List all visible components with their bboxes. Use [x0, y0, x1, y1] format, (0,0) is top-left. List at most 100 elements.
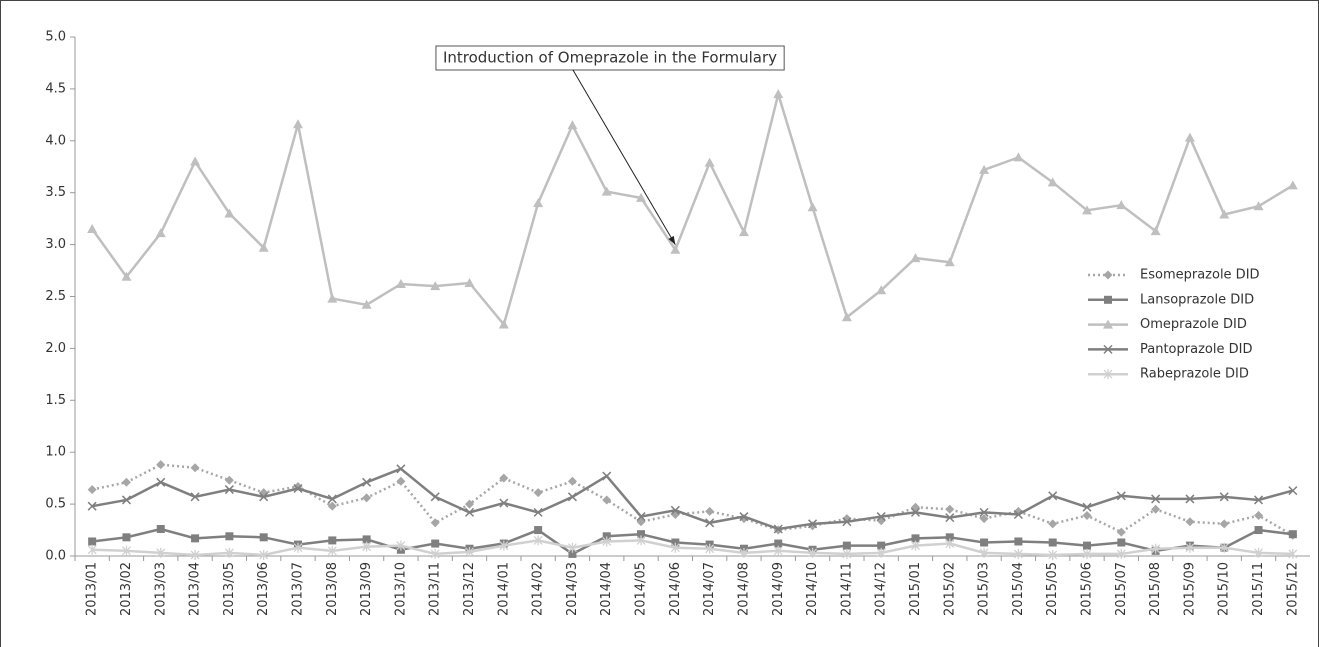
marker [1048, 519, 1058, 529]
marker [395, 279, 406, 289]
x-tick-label: 2014/11 [839, 562, 854, 616]
marker [327, 293, 338, 303]
marker [259, 549, 269, 560]
annotation: Introduction of Omeprazole in the Formul… [443, 49, 777, 67]
marker [190, 463, 200, 473]
marker [1219, 519, 1229, 529]
x-tick-label: 2015/04 [1011, 562, 1026, 616]
x-tick-label: 2013/01 [85, 562, 100, 616]
series [87, 464, 1298, 534]
x-tick-label: 2014/03 [565, 562, 580, 616]
marker [1185, 517, 1195, 527]
marker [1083, 541, 1092, 550]
marker [1082, 511, 1092, 521]
arrow-head [668, 235, 676, 245]
marker [670, 244, 681, 254]
marker [533, 488, 543, 498]
marker [567, 492, 577, 502]
marker [1150, 226, 1161, 236]
marker [601, 186, 612, 196]
marker [670, 505, 680, 515]
series [88, 525, 1297, 558]
marker [396, 464, 406, 474]
marker [807, 202, 818, 212]
marker [876, 512, 886, 522]
marker [224, 475, 234, 485]
marker [979, 164, 990, 174]
legend-label: Omeprazole DID [1140, 317, 1247, 332]
marker [361, 299, 372, 309]
marker [602, 532, 611, 541]
marker [121, 545, 131, 556]
marker [773, 545, 783, 556]
x-tick-label: 2014/10 [805, 562, 820, 616]
x-tick-label: 2014/09 [771, 562, 786, 616]
marker [1013, 506, 1023, 516]
marker [1103, 344, 1113, 354]
marker [87, 224, 98, 234]
marker [1254, 495, 1264, 505]
x-tick-label: 2015/12 [1285, 562, 1300, 616]
marker [225, 532, 234, 541]
marker [87, 544, 97, 555]
x-tick-label: 2015/06 [1080, 562, 1095, 616]
marker [259, 492, 269, 502]
x-tick-label: 2015/10 [1217, 562, 1232, 616]
marker [910, 253, 921, 263]
marker [121, 271, 132, 281]
x-tick-label: 2013/06 [256, 562, 271, 616]
marker [1219, 492, 1229, 502]
marker [876, 285, 887, 295]
series-line [92, 527, 1294, 556]
marker [979, 507, 989, 517]
y-tick-label: 0.0 [45, 549, 66, 564]
x-tick-label: 2013/09 [359, 562, 374, 616]
marker [1048, 549, 1058, 560]
marker [705, 543, 715, 554]
marker [88, 537, 97, 546]
marker [567, 120, 578, 130]
marker [602, 471, 612, 481]
y-tick-label: 4.5 [45, 81, 66, 96]
marker [1047, 177, 1058, 187]
x-tick-label: 2013/08 [325, 562, 340, 616]
marker [499, 498, 509, 508]
x-tick-label: 2015/02 [942, 562, 957, 616]
marker [1048, 491, 1058, 501]
marker [499, 540, 509, 551]
marker [773, 524, 783, 534]
marker [705, 506, 715, 516]
y-tick-label: 1.5 [45, 393, 66, 408]
x-tick-label: 2015/05 [1045, 562, 1060, 616]
marker [87, 485, 97, 495]
marker [1219, 542, 1229, 553]
y-tick-label: 5.0 [45, 30, 66, 45]
x-tick-label: 2014/07 [702, 562, 717, 616]
x-tick-label: 2013/10 [393, 562, 408, 616]
marker [1103, 270, 1113, 280]
marker [602, 536, 612, 547]
marker [1219, 209, 1230, 219]
marker [980, 538, 989, 547]
marker [224, 208, 235, 218]
y-tick-label: 2.0 [45, 341, 66, 356]
series-line [91, 89, 1294, 328]
marker [293, 542, 303, 553]
marker [1116, 527, 1126, 537]
marker [121, 495, 131, 505]
marker [1117, 538, 1126, 547]
marker [739, 512, 749, 522]
marker [842, 541, 851, 550]
marker [671, 538, 680, 547]
x-tick-label: 2015/11 [1251, 562, 1266, 616]
marker [327, 494, 337, 504]
marker [636, 535, 646, 546]
y-tick-label: 4.0 [45, 133, 66, 148]
marker [568, 549, 577, 558]
marker [431, 539, 440, 548]
marker [911, 540, 920, 551]
x-tick-label: 2015/01 [908, 562, 923, 616]
x-tick-label: 2013/07 [290, 562, 305, 616]
x-tick-label: 2015/08 [1148, 562, 1163, 616]
marker [1103, 319, 1113, 329]
